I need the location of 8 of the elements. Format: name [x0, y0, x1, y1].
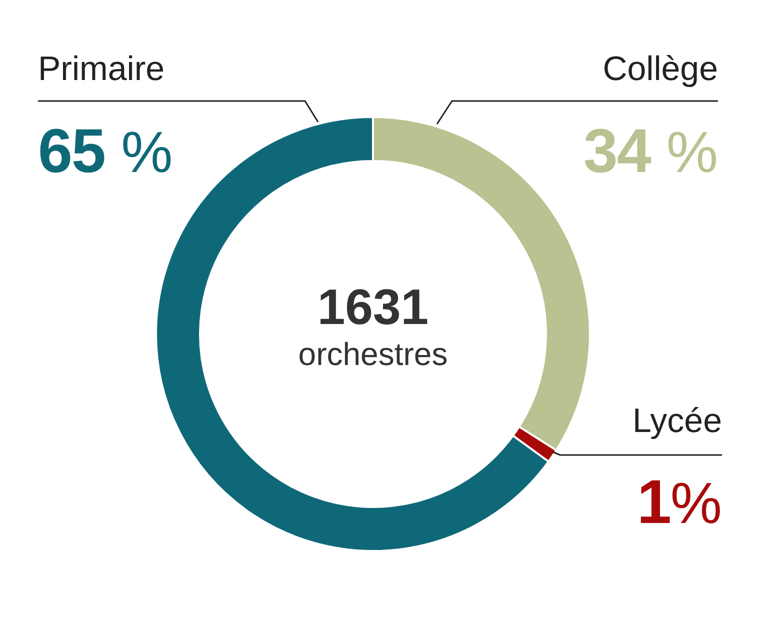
- data-label: 1%: [636, 468, 722, 537]
- text: 1631: [317, 279, 429, 335]
- slice-label: Lycée: [632, 402, 722, 440]
- slice-label: Collège: [602, 50, 718, 88]
- data-label: 65 %: [38, 117, 173, 186]
- data-label: 34 %: [583, 117, 718, 186]
- slice-label: Primaire: [38, 50, 165, 88]
- text: orchestres: [298, 336, 448, 372]
